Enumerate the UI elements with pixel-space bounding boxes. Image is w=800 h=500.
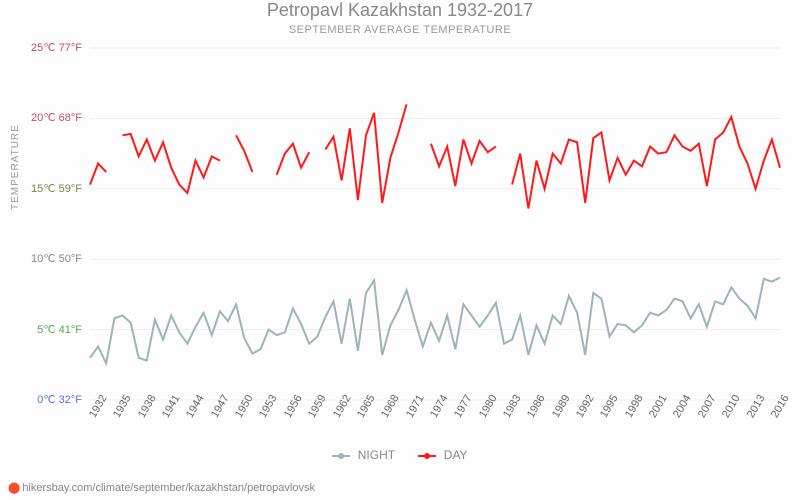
y-tick-label: 10℃ 50°F [12, 252, 82, 265]
y-tick-label: 15℃ 59°F [12, 182, 82, 195]
y-tick-label: 5℃ 41°F [12, 323, 82, 336]
legend: NIGHT DAY [0, 448, 800, 462]
legend-swatch-day [418, 455, 436, 457]
legend-label-night: NIGHT [358, 448, 395, 462]
y-tick-label: 0℃ 32°F [12, 393, 82, 406]
y-tick-label: 25℃ 77°F [12, 41, 82, 54]
attribution-text: hikersbay.com/climate/september/kazakhst… [22, 482, 315, 494]
attribution: ⬤hikersbay.com/climate/september/kazakhs… [8, 481, 315, 494]
pin-icon: ⬤ [8, 482, 20, 494]
legend-swatch-night [332, 455, 350, 457]
y-tick-label: 20℃ 68°F [12, 111, 82, 124]
legend-label-day: DAY [444, 448, 468, 462]
legend-night: NIGHT [332, 448, 395, 462]
legend-day: DAY [418, 448, 467, 462]
